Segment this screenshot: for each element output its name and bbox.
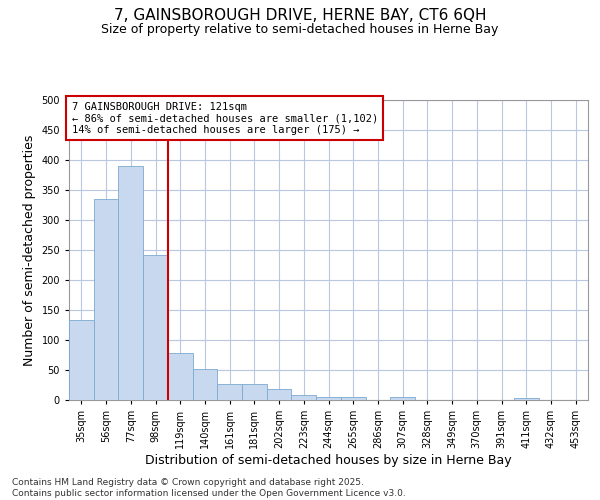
Y-axis label: Number of semi-detached properties: Number of semi-detached properties — [23, 134, 36, 366]
Bar — [316, 397, 341, 400]
Bar — [242, 384, 267, 400]
Bar — [267, 389, 292, 400]
Bar — [514, 398, 539, 400]
Text: 7, GAINSBOROUGH DRIVE, HERNE BAY, CT6 6QH: 7, GAINSBOROUGH DRIVE, HERNE BAY, CT6 6Q… — [114, 8, 486, 22]
Text: Size of property relative to semi-detached houses in Herne Bay: Size of property relative to semi-detach… — [101, 22, 499, 36]
X-axis label: Distribution of semi-detached houses by size in Herne Bay: Distribution of semi-detached houses by … — [145, 454, 512, 467]
Text: Contains HM Land Registry data © Crown copyright and database right 2025.
Contai: Contains HM Land Registry data © Crown c… — [12, 478, 406, 498]
Bar — [341, 397, 365, 400]
Bar — [69, 320, 94, 400]
Bar — [143, 256, 168, 400]
Bar — [217, 384, 242, 400]
Text: 7 GAINSBOROUGH DRIVE: 121sqm
← 86% of semi-detached houses are smaller (1,102)
1: 7 GAINSBOROUGH DRIVE: 121sqm ← 86% of se… — [71, 102, 378, 134]
Bar — [292, 394, 316, 400]
Bar — [390, 397, 415, 400]
Bar — [193, 370, 217, 400]
Bar — [118, 166, 143, 400]
Bar — [94, 199, 118, 400]
Bar — [168, 352, 193, 400]
